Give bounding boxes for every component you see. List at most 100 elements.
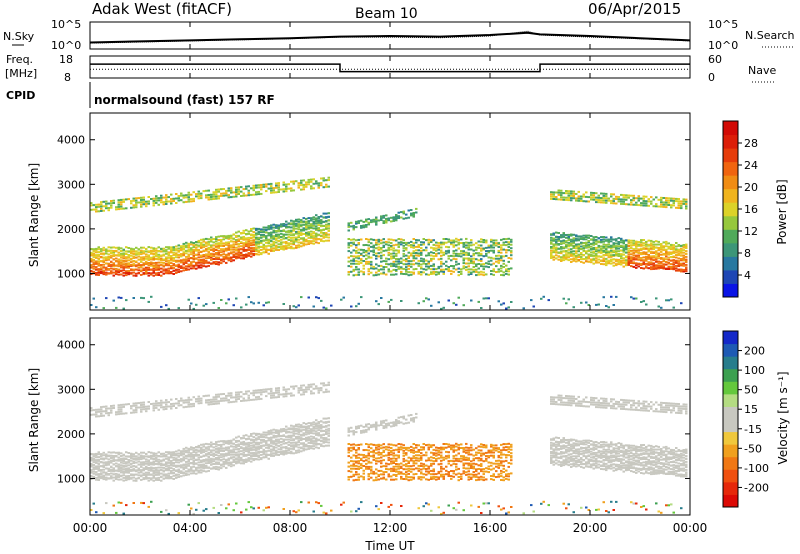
heatmap-cell (555, 235, 558, 238)
heatmap-cell (610, 254, 613, 257)
heatmap-cell (645, 253, 648, 255)
heatmap-cell (195, 195, 198, 198)
heatmap-cell (642, 242, 645, 245)
heatmap-cell (572, 237, 575, 240)
heatmap-cell (427, 241, 430, 244)
heatmap-cell (120, 461, 123, 464)
heatmap-cell (372, 246, 375, 249)
heatmap-cell (280, 247, 283, 250)
heatmap-cell (415, 254, 418, 257)
heatmap-cell (642, 202, 645, 205)
heatmap-cell (467, 273, 470, 276)
heatmap-cell (677, 268, 680, 271)
heatmap-cell (252, 389, 255, 392)
heatmap-cell (642, 204, 645, 207)
heatmap-cell (672, 199, 675, 202)
heatmap-cell (445, 245, 448, 248)
heatmap-cell (252, 438, 255, 441)
heatmap-cell (182, 474, 185, 477)
heatmap-cell (667, 247, 670, 250)
heatmap-cell (665, 245, 668, 248)
heatmap-cell (137, 248, 140, 251)
heatmap-cell (262, 243, 265, 246)
heatmap-cell (112, 473, 115, 476)
heatmap-cell (367, 249, 370, 252)
heatmap-cell (122, 468, 125, 471)
heatmap-cell (277, 191, 280, 193)
heatmap-cell (275, 224, 278, 227)
heatmap-cell (362, 267, 365, 270)
heatmap-cell (352, 274, 355, 277)
heatmap-cell (190, 405, 193, 408)
heatmap-cell (170, 470, 173, 472)
heatmap-cell (275, 225, 278, 228)
heatmap-cell (355, 246, 358, 249)
heatmap-cell (265, 229, 268, 232)
heatmap-cell (232, 191, 235, 194)
heatmap-cell (102, 307, 105, 310)
heatmap-cell (162, 473, 165, 476)
heatmap-cell (265, 440, 268, 443)
heatmap-cell (102, 259, 105, 262)
heatmap-cell (257, 246, 260, 249)
heatmap-cell (187, 470, 190, 473)
heatmap-cell (292, 241, 295, 244)
heatmap-cell (685, 243, 688, 246)
heatmap-cell (682, 254, 685, 257)
heatmap-cell (90, 248, 93, 251)
heatmap-cell (217, 450, 220, 452)
heatmap-cell (202, 509, 205, 512)
heatmap-cell (175, 454, 178, 457)
heatmap-cell (180, 471, 183, 474)
heatmap-cell (375, 243, 378, 246)
heatmap-cell (107, 255, 110, 258)
heatmap-cell (240, 190, 243, 193)
heatmap-cell (117, 473, 120, 476)
heatmap-cell (650, 250, 653, 253)
heatmap-cell (187, 503, 190, 506)
heatmap-cell (120, 412, 123, 415)
heatmap-cell (645, 262, 648, 265)
heatmap-cell (222, 257, 225, 260)
heatmap-cell (235, 462, 238, 465)
heatmap-cell (557, 247, 560, 250)
heatmap-cell (497, 261, 500, 264)
heatmap-cell (245, 253, 248, 256)
heatmap-cell (242, 249, 245, 252)
heatmap-cell (127, 266, 130, 269)
heatmap-cell (120, 266, 123, 269)
heatmap-cell (122, 198, 125, 201)
heatmap-cell (122, 255, 125, 257)
heatmap-cell (215, 263, 218, 265)
heatmap-cell (267, 388, 270, 391)
heatmap-cell (215, 454, 218, 456)
heatmap-cell (317, 216, 320, 218)
heatmap-cell (117, 404, 120, 407)
heatmap-cell (240, 395, 243, 398)
heatmap-cell (635, 264, 638, 267)
heatmap-cell (642, 195, 645, 198)
heatmap-cell (440, 307, 443, 310)
heatmap-cell (580, 195, 583, 198)
heatmap-cell (317, 186, 320, 189)
heatmap-cell (670, 204, 673, 207)
heatmap-cell (592, 262, 595, 265)
heatmap-cell (157, 255, 160, 258)
heatmap-cell (577, 246, 580, 249)
heatmap-cell (117, 248, 120, 251)
heatmap-cell (550, 233, 553, 236)
heatmap-cell (475, 263, 478, 266)
heatmap-cell (132, 271, 135, 274)
heatmap-cell (627, 242, 630, 245)
heatmap-cell (665, 242, 668, 245)
heatmap-cell (115, 469, 118, 472)
heatmap-cell (217, 235, 220, 238)
heatmap-cell (322, 306, 325, 309)
heatmap-cell (105, 464, 108, 467)
heatmap-cell (180, 465, 183, 468)
heatmap-cell (267, 443, 270, 446)
heatmap-cell (152, 462, 155, 465)
heatmap-cell (412, 242, 415, 245)
heatmap-cell (115, 249, 118, 252)
heatmap-cell (105, 271, 108, 274)
